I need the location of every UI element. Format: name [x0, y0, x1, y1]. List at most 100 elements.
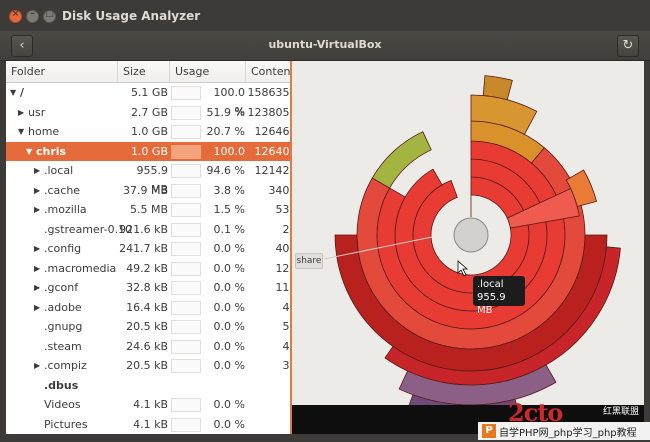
- collapsed-arrow-icon[interactable]: ▶: [34, 283, 41, 292]
- tree-row[interactable]: Pictures 4.1 kB 0.0 %1: [6, 415, 292, 435]
- back-arrow-icon: ‹: [19, 38, 25, 53]
- row-contents: 123805 i: [247, 105, 292, 119]
- row-size: 1.0 GB: [130, 144, 168, 158]
- row-size: 4.1 kB: [133, 398, 168, 411]
- window-title: Disk Usage Analyzer: [62, 9, 201, 23]
- row-folder-name: .steam: [44, 339, 82, 353]
- row-usage-bar: [171, 144, 201, 159]
- row-contents: 4 i: [282, 300, 292, 314]
- column-header-usage[interactable]: Usage: [170, 61, 246, 83]
- close-window-button[interactable]: ×: [9, 9, 22, 23]
- row-folder-name: Videos: [44, 398, 81, 411]
- tree-row[interactable]: ▶.cache 37.9 MB 3.8 % 340 i: [6, 181, 292, 201]
- ring-segment-purple-outer[interactable]: [407, 394, 519, 405]
- tree-row[interactable]: ▶.gconf 32.8 kB 0.0 % 11 i: [6, 278, 292, 298]
- tree-header: Folder Size Usage Content: [6, 61, 292, 83]
- row-usage-percent: 0.0 %: [213, 281, 245, 294]
- row-folder-name: .adobe: [44, 300, 82, 314]
- minimize-window-button[interactable]: –: [26, 9, 39, 23]
- watermark-text: 自学PHP网_php学习_php教程: [499, 428, 637, 439]
- watermark-bar: P 自学PHP网_php学习_php教程: [478, 422, 650, 440]
- row-usage-bar: [171, 86, 201, 100]
- row-contents: 340 i: [268, 183, 292, 197]
- ring-chart-canvas[interactable]: [292, 61, 644, 405]
- row-usage-percent: 0.0 %: [213, 300, 245, 314]
- expanded-arrow-icon[interactable]: ▼: [26, 146, 33, 156]
- tooltip-name: .local: [477, 279, 504, 290]
- hover-pointer-line: [323, 236, 433, 260]
- hover-segment-label: share: [295, 253, 323, 269]
- maximize-icon: □: [45, 9, 54, 19]
- collapsed-arrow-icon[interactable]: ▶: [34, 302, 41, 312]
- tree-row[interactable]: ▼ chris 1.0 GB 100.0 % 12640 i: [6, 141, 292, 177]
- minimize-icon: –: [30, 9, 35, 19]
- row-usage-percent: 100.0 %: [213, 144, 246, 177]
- row-size: 20.5 kB: [126, 320, 168, 333]
- tree-row[interactable]: .dbus: [6, 376, 292, 396]
- collapsed-arrow-icon[interactable]: ▶: [34, 244, 41, 253]
- expanded-arrow-icon[interactable]: ▼: [18, 127, 25, 136]
- row-contents: 2 i: [282, 222, 292, 236]
- tree-row[interactable]: ▼ home 1.0 GB 20.7 % 12646 i: [6, 122, 292, 142]
- row-usage-percent: 0.0 %: [213, 320, 245, 333]
- tree-row[interactable]: ▶ usr 2.7 GB 51.9 % 123805 i: [6, 103, 292, 123]
- column-header-folder[interactable]: Folder: [6, 61, 118, 83]
- row-usage-percent: 94.6 %: [206, 164, 245, 177]
- tree-row[interactable]: ▼/ 5.1 GB 100.0 % 158635 i: [6, 83, 292, 118]
- tree-row[interactable]: ▶.compiz 20.5 kB 0.0 % 3 i: [6, 356, 292, 376]
- tree-row[interactable]: ▶.adobe 16.4 kB 0.0 % 4 i: [6, 298, 292, 318]
- folder-tree[interactable]: Folder Size Usage Content ▼/5.1 GB 100.0 …: [6, 61, 292, 434]
- collapsed-arrow-icon[interactable]: ▶: [34, 205, 41, 214]
- refresh-button[interactable]: ↻: [617, 35, 639, 57]
- tree-row[interactable]: ▶ .local 955.9 MB 94.6 % 12142 i: [6, 161, 292, 196]
- window-border-right: [644, 61, 650, 434]
- back-button[interactable]: ‹: [11, 35, 33, 57]
- row-usage-bar: [171, 222, 201, 237]
- pane-resize-handle[interactable]: [290, 61, 292, 434]
- row-contents: 1: [246, 415, 292, 434]
- row-size: 20.5 kB: [126, 359, 168, 372]
- row-usage-percent: 0.0 %: [213, 261, 245, 275]
- row-usage-bar: [171, 164, 201, 178]
- ring-segment-level-6[interactable]: [384, 246, 621, 386]
- ring-center[interactable]: [453, 217, 489, 253]
- row-usage-percent: 0.0 %: [213, 417, 245, 431]
- row-size: 5.5 MB: [129, 203, 168, 216]
- collapsed-arrow-icon[interactable]: ▶: [18, 107, 25, 117]
- column-header-size[interactable]: Size: [118, 61, 170, 83]
- expanded-arrow-icon[interactable]: ▼: [10, 88, 17, 97]
- row-contents: 12 i: [275, 261, 292, 275]
- row-usage-bar: [171, 261, 201, 276]
- row-size: 4.1 kB: [133, 417, 168, 431]
- column-header-contents[interactable]: Content: [251, 65, 292, 78]
- ring-segment-green[interactable]: [371, 131, 432, 189]
- ring-segment-orange-small[interactable]: [565, 169, 598, 208]
- tree-row[interactable]: .steam 24.6 kB 0.0 % 4 i: [6, 337, 292, 357]
- row-usage-bar: [171, 105, 201, 120]
- row-contents: 3 i: [282, 359, 292, 372]
- ring-chart[interactable]: [292, 61, 644, 405]
- collapsed-arrow-icon[interactable]: ▶: [34, 263, 41, 273]
- row-contents: 4 i: [282, 339, 292, 353]
- collapsed-arrow-icon[interactable]: ▶: [34, 361, 41, 370]
- ring-segment-orange-spike[interactable]: [482, 75, 513, 101]
- row-usage-bar: [171, 417, 201, 432]
- row-contents: 5 i: [282, 320, 292, 333]
- tooltip-size: 955.9 MB: [477, 292, 506, 316]
- tree-row[interactable]: .gnupg 20.5 kB 0.0 % 5 i: [6, 317, 292, 337]
- tree-row[interactable]: ▶.mozilla 5.5 MB 1.5 % 53 i: [6, 200, 292, 220]
- segment-tooltip: .local 955.9 MB: [473, 276, 525, 316]
- row-size: 32.8 kB: [126, 281, 168, 294]
- row-usage-bar: [171, 320, 201, 334]
- tree-row[interactable]: ▶.macromedia 49.2 kB 0.0 % 12 i: [6, 259, 292, 279]
- collapsed-arrow-icon[interactable]: ▶: [34, 166, 41, 175]
- tree-row[interactable]: Videos 4.1 kB 0.0 %1: [6, 395, 292, 415]
- collapsed-arrow-icon[interactable]: ▶: [34, 185, 41, 195]
- row-folder-name: Pictures: [44, 417, 88, 431]
- tree-row[interactable]: ▶.config 241.7 kB 0.0 % 40 i: [6, 239, 292, 259]
- row-usage-percent: 0.0 %: [213, 359, 245, 372]
- row-contents: 40 i: [275, 242, 292, 255]
- maximize-window-button[interactable]: □: [43, 9, 56, 23]
- row-size: 49.2 kB: [126, 261, 168, 275]
